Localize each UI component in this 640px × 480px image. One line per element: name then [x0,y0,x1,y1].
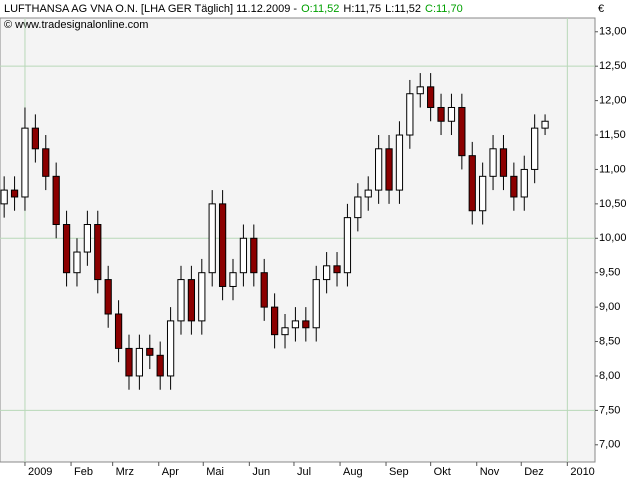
candle-body [302,320,310,329]
y-tick-label: 13,00 [599,26,627,38]
y-tick-label: 7,50 [599,404,620,416]
candle-body [458,106,466,157]
candle-body [520,168,528,198]
x-tick-label: Okt [434,466,451,478]
candle-body [270,306,279,336]
quote-field: C:11,70 [425,3,463,15]
candle-body [94,224,102,281]
candle-body [62,224,71,274]
candle-body [10,189,19,198]
candle-body [281,327,289,336]
candle-body [364,189,372,198]
x-tick-label: Nov [480,466,500,478]
candle-body [385,148,393,191]
x-tick-label: Jul [297,466,311,478]
x-tick-label: Mai [206,466,224,478]
candle-body [104,279,112,315]
y-tick-label: 10,50 [599,198,627,210]
x-tick-label: 2010 [570,466,594,478]
candle-body [354,196,362,219]
candle-body [531,127,539,170]
candle-body [52,175,60,226]
candle-body [166,320,175,377]
x-tick-label: Mrz [116,466,134,478]
candle-body [42,148,50,177]
quote-field: L:11,52 [385,3,421,15]
y-tick-label: 7,00 [599,439,620,451]
candle-body [83,224,91,253]
candle-body [114,313,123,349]
candle-body [479,175,487,212]
candle-body [489,148,497,177]
candle-body [510,175,518,198]
candle-body [468,155,476,212]
candle-body [499,148,508,177]
candle-body [135,347,144,377]
candle-body [437,106,445,122]
candle-body [21,127,29,198]
candle-body [239,237,248,274]
y-tick-label: 10,00 [599,232,627,244]
candle-body [447,106,456,122]
candle-body [208,203,216,274]
candle-body [0,189,8,205]
candle-body [395,134,404,191]
currency: € [598,3,604,15]
candle-body [187,279,196,322]
y-tick-label: 12,00 [599,95,627,107]
candle-body [218,203,227,287]
candle-body [375,148,383,191]
candle-body [291,320,300,329]
candle-body [333,265,341,274]
subtitle: © www.tradesignalonline.com [4,19,148,31]
y-tick-label: 8,50 [599,335,620,347]
x-tick-label: Aug [343,466,363,478]
candle-body [229,272,237,287]
y-tick-label: 9,00 [599,301,620,313]
candle-body [427,86,435,108]
candle-body [260,272,268,308]
candle-body [541,120,549,129]
y-tick-label: 12,50 [599,60,627,72]
x-tick-label: Sep [389,466,409,478]
x-tick-label: Dez [524,466,544,478]
candle-body [146,347,154,356]
x-tick-label: Apr [162,466,179,478]
candle-body [198,272,206,322]
chart-title: LUFTHANSA AG VNA O.N. [LHA GER Täglich] … [4,3,297,15]
candle-body [31,127,39,150]
candle-body [73,251,81,274]
x-tick-label: Jun [252,466,270,478]
candle-body [406,93,414,136]
candle-body [177,279,185,322]
quote-field: O:11,52 [301,3,339,15]
candle-body [125,347,133,377]
candle-body [250,237,258,274]
candle-body [343,217,352,274]
y-tick-label: 11,50 [599,129,626,141]
candle-body [312,279,320,329]
x-tick-label: 2009 [28,466,52,478]
quote-field: H:11,75 [343,3,381,15]
x-tick-label: Feb [74,466,93,478]
candle-body [156,354,164,377]
candle-body [323,265,331,281]
candle-body [416,86,424,95]
y-tick-label: 11,00 [599,163,626,175]
y-tick-label: 9,50 [599,267,620,279]
y-tick-label: 8,00 [599,370,620,382]
